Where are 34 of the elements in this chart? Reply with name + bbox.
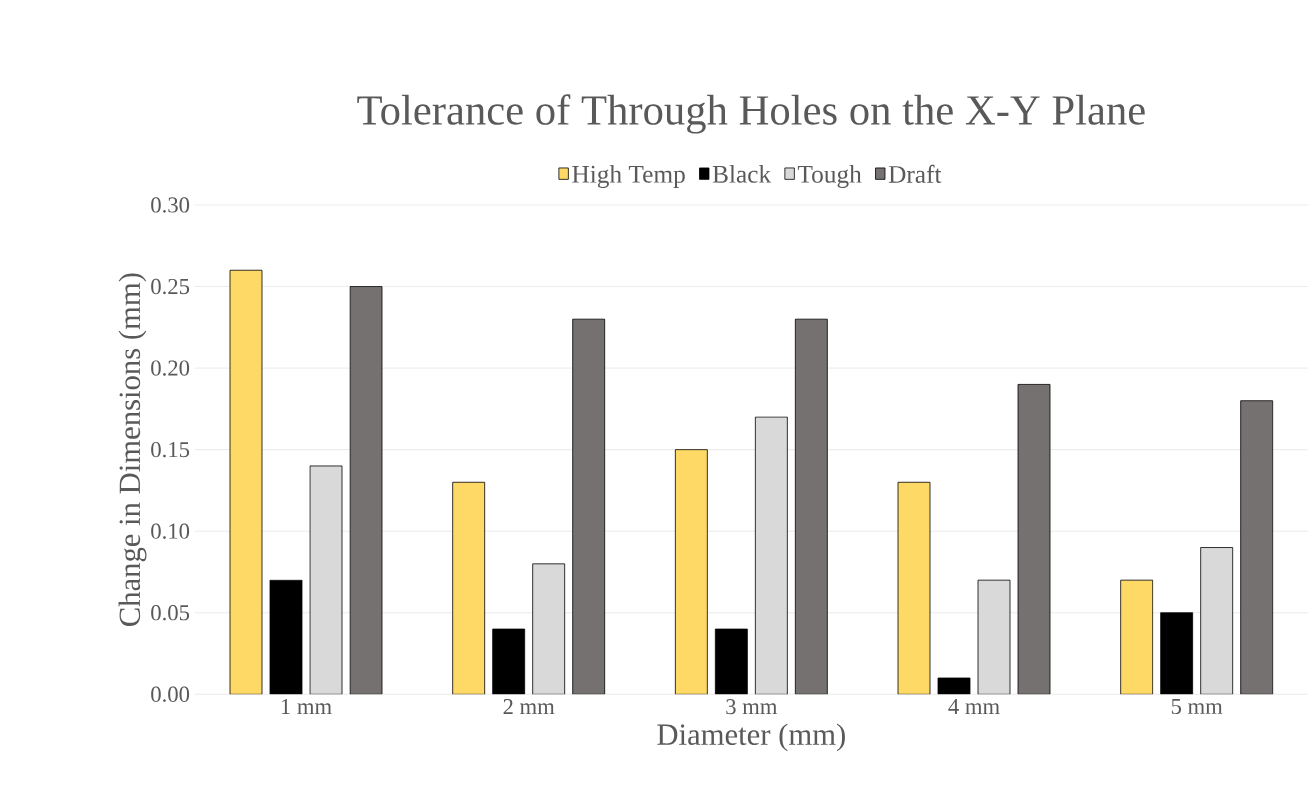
bar [269, 579, 303, 695]
bar [714, 628, 748, 695]
bar [349, 286, 383, 695]
bar [897, 481, 931, 695]
bar [1240, 400, 1274, 695]
x-tick-label: 1 mm [281, 699, 332, 714]
bar [1160, 612, 1194, 695]
x-tick-label: 4 mm [948, 699, 1000, 714]
y-tick-label: 0.30 [151, 197, 190, 213]
x-tick-label: 5 mm [1171, 699, 1223, 715]
bar [1017, 384, 1051, 695]
y-tick-label: 0.25 [151, 278, 190, 295]
y-axis-title: Change in Dimensions (mm) [118, 273, 147, 626]
y-tick-label: 0.00 [151, 686, 190, 703]
legend-label: Black [712, 165, 772, 183]
bar [794, 318, 828, 695]
bar [572, 318, 606, 695]
bar [229, 269, 263, 695]
x-tick-label: 3 mm [726, 699, 778, 715]
bar [937, 677, 971, 695]
legend-label: High Temp [572, 165, 685, 189]
legend-label: Tough [797, 165, 862, 189]
y-tick-label: 0.20 [151, 360, 190, 376]
x-axis-title: Diameter (mm) [657, 723, 845, 752]
bar [452, 481, 486, 695]
bar [1120, 579, 1154, 695]
y-tick-label: 0.15 [151, 441, 190, 458]
y-tick-label: 0.05 [151, 605, 190, 621]
chart-title: Tolerance of Through Holes on the X-Y Plane [357, 94, 1145, 134]
x-tick-label: 2 mm [503, 699, 555, 715]
legend-label: Draft [888, 164, 942, 183]
bar [674, 449, 708, 695]
bar [492, 628, 526, 695]
y-tick-label: 0.10 [151, 523, 190, 539]
